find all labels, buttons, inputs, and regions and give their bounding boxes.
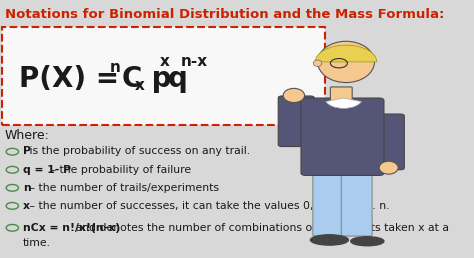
Text: x: x: [23, 201, 30, 211]
Text: nCx = n!/x!(n-x): nCx = n!/x!(n-x): [23, 223, 120, 232]
Text: time.: time.: [23, 238, 51, 247]
Ellipse shape: [313, 60, 322, 67]
Text: – the number of successes, it can take the values 0, 1, 2, 3, . . . n.: – the number of successes, it can take t…: [26, 201, 389, 211]
Ellipse shape: [283, 88, 304, 103]
Ellipse shape: [318, 41, 374, 83]
Ellipse shape: [351, 237, 384, 246]
Text: q = 1- P: q = 1- P: [23, 165, 71, 174]
FancyBboxPatch shape: [301, 98, 384, 175]
FancyBboxPatch shape: [313, 169, 344, 236]
Text: n-x: n-x: [181, 54, 208, 69]
FancyBboxPatch shape: [278, 96, 314, 147]
Ellipse shape: [379, 161, 398, 174]
FancyBboxPatch shape: [341, 169, 372, 236]
Text: is the probability of success on any trail.: is the probability of success on any tra…: [26, 147, 250, 156]
FancyBboxPatch shape: [375, 114, 404, 170]
Wedge shape: [315, 45, 377, 62]
Text: P: P: [23, 147, 31, 156]
Ellipse shape: [310, 235, 348, 245]
Text: n: n: [110, 60, 121, 75]
Text: Where:: Where:: [5, 129, 50, 142]
Wedge shape: [326, 98, 362, 108]
Text: – the probability of failure: – the probability of failure: [47, 165, 191, 174]
FancyBboxPatch shape: [2, 27, 325, 125]
Text: C: C: [122, 65, 142, 93]
Text: q: q: [168, 65, 188, 93]
Text: P(X) =: P(X) =: [19, 65, 129, 93]
Text: Notations for Binomial Distribution and the Mass Formula:: Notations for Binomial Distribution and …: [5, 8, 444, 21]
Text: p: p: [142, 65, 172, 93]
Text: – the number of trails/experiments: – the number of trails/experiments: [26, 183, 219, 192]
FancyBboxPatch shape: [330, 87, 352, 104]
Text: and denotes the number of combinations of n elements taken x at a: and denotes the number of combinations o…: [72, 223, 449, 232]
Text: n: n: [23, 183, 30, 192]
Text: x: x: [160, 54, 170, 69]
Text: x: x: [135, 78, 145, 93]
